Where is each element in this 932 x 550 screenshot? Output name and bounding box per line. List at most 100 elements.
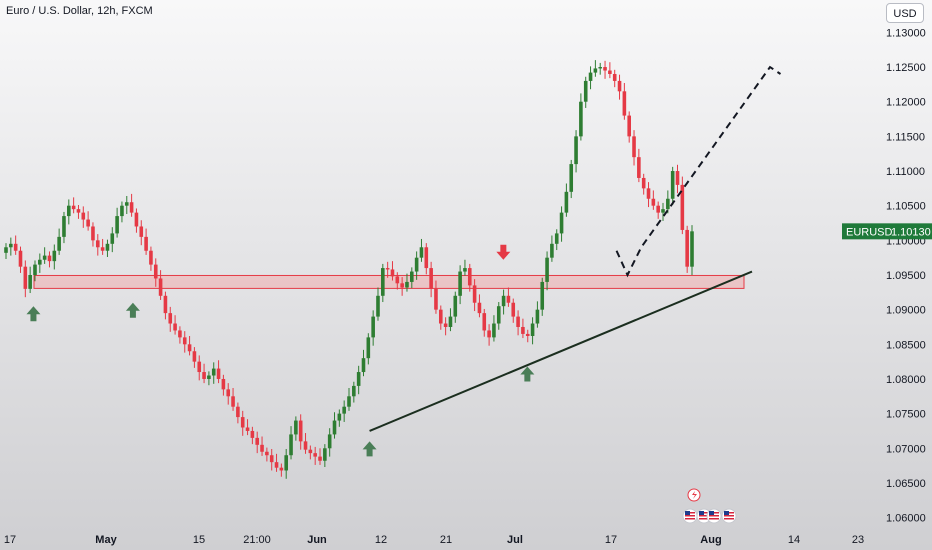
candle-body [371, 316, 375, 338]
candle-body [274, 462, 279, 468]
chart-title: Euro / U.S. Dollar, 12h, FXCM [6, 5, 153, 17]
candle-body [381, 268, 385, 296]
candle-body [255, 437, 260, 445]
candle-body [139, 226, 144, 237]
candle-body [33, 264, 37, 275]
up-arrow-icon [26, 306, 41, 322]
candle-body [395, 276, 400, 284]
candle-body [298, 420, 303, 442]
candle-body [487, 330, 491, 338]
candle-body [231, 396, 235, 407]
candle-body [226, 389, 231, 397]
up-arrow-icon [520, 366, 535, 382]
candle-body [303, 441, 308, 450]
time-tick-label: 14 [788, 534, 800, 546]
candle-body [289, 434, 293, 456]
flag-stripe [724, 518, 734, 520]
time-tick-label: 12 [375, 534, 387, 546]
candle-body [120, 205, 124, 217]
candle-body [279, 467, 284, 471]
candle-body [352, 385, 356, 397]
candle-body [690, 231, 694, 267]
candle-body [173, 323, 177, 331]
candle-body [390, 269, 395, 277]
candle-body [207, 375, 211, 379]
currency-button[interactable]: USD [886, 3, 924, 23]
candle-body [525, 333, 530, 336]
candle-body [540, 281, 545, 310]
trend-lines [369, 65, 782, 432]
candle-body [144, 236, 148, 251]
candle-body [641, 177, 646, 189]
candle-body [511, 302, 516, 317]
candle-body [323, 448, 327, 461]
flag-stripe [709, 518, 719, 520]
candle-body [42, 255, 47, 260]
candle-body [598, 67, 603, 69]
lightning-bolt [692, 491, 697, 499]
candle-body [424, 247, 429, 269]
candle-body [149, 250, 153, 265]
candle-body [438, 309, 443, 324]
candle-body [308, 449, 313, 454]
candle-body [550, 243, 554, 258]
candle-body [666, 198, 670, 210]
candle-body [182, 337, 187, 345]
candle-body [240, 417, 245, 428]
candle-body [482, 313, 487, 331]
candle-body [361, 358, 366, 373]
price-tick-label: 1.13000 [886, 27, 926, 39]
candle-body [332, 420, 337, 435]
candle-body [443, 323, 448, 327]
flag-stripe [685, 515, 695, 517]
candle-body [294, 420, 298, 435]
candle-body [405, 281, 409, 288]
candle-body [250, 430, 255, 438]
projection-path [615, 65, 782, 278]
candle-body [342, 406, 346, 414]
candle-body [400, 283, 404, 288]
candle-body [28, 275, 32, 289]
candle-body [269, 455, 274, 463]
candle-body [646, 188, 651, 199]
candle-body [385, 268, 390, 270]
candle-body [593, 68, 598, 73]
candle-body [216, 368, 221, 379]
time-tick-label: 21 [440, 534, 452, 546]
flag-stripe [709, 515, 719, 517]
candle-body [168, 313, 173, 324]
candle-body [419, 247, 424, 258]
candle-body [588, 72, 593, 81]
candle-body [18, 250, 23, 267]
flag-canton [724, 511, 729, 515]
candle-body [129, 202, 134, 213]
candle-body [245, 427, 250, 431]
time-tick-label: 17 [605, 534, 617, 546]
flag-canton [685, 511, 690, 515]
candle-body [376, 295, 380, 317]
price-tick-label: 1.12500 [886, 62, 926, 74]
candle-body [236, 406, 240, 418]
candle-body [434, 288, 438, 310]
price-tick-label: 1.06000 [886, 513, 926, 525]
candle-body [86, 219, 90, 227]
candle-body [685, 229, 689, 267]
candle-body [627, 115, 631, 137]
candle-body [680, 184, 685, 230]
candle-body [313, 453, 317, 457]
candle-body [535, 309, 540, 324]
price-tick-label: 1.11500 [886, 131, 925, 143]
candle-body [569, 164, 574, 192]
event-markers [682, 488, 737, 524]
flag-stripe [699, 518, 709, 520]
flag-stripe [699, 515, 709, 517]
candle-body [110, 233, 115, 244]
price-tick-label: 1.09000 [886, 305, 926, 317]
candle-body [622, 91, 627, 116]
candle-body [463, 268, 467, 272]
candle-body [57, 236, 61, 251]
candle-body [477, 302, 482, 314]
candle-body [327, 434, 332, 449]
